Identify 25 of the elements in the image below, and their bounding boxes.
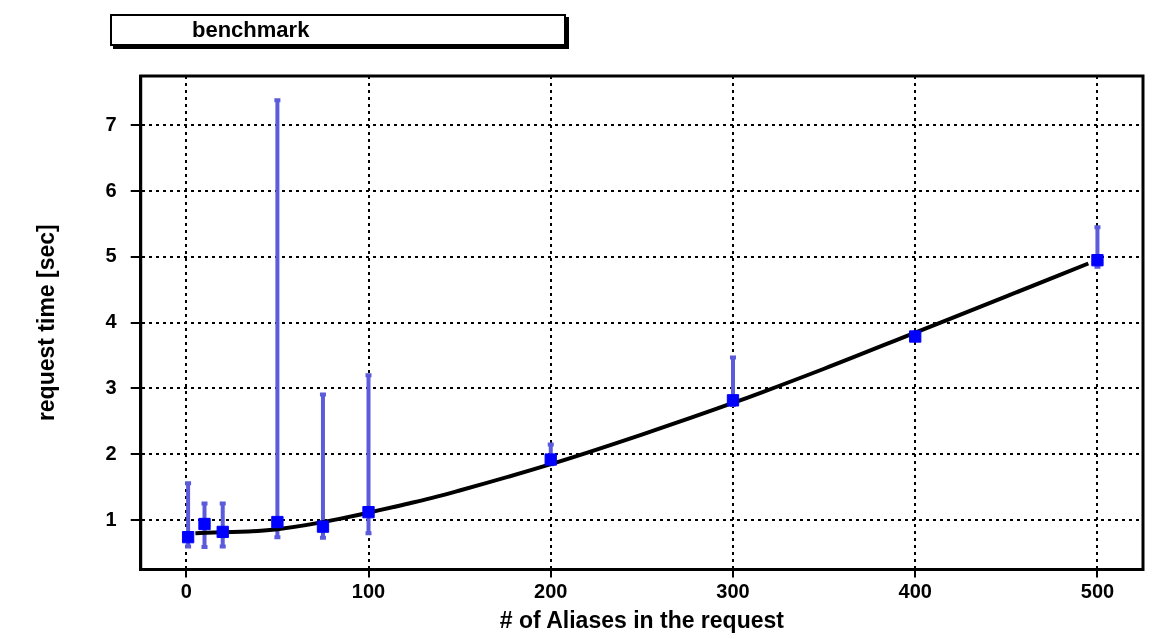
point [544, 453, 557, 466]
x-tick-label: 400 [898, 579, 932, 602]
point [198, 517, 211, 531]
point [726, 394, 740, 407]
x-tick-label: 500 [1080, 579, 1115, 602]
x-tick-label: 200 [534, 579, 568, 602]
point [1091, 254, 1104, 267]
y-tick-label: 3 [105, 376, 117, 398]
point [271, 515, 284, 529]
point [216, 525, 229, 539]
y-tick-label: 7 [105, 112, 117, 135]
x-tick-label: 0 [180, 579, 192, 602]
x-tick-label: 100 [351, 579, 386, 602]
y-tick-label: 1 [105, 507, 117, 530]
point [316, 520, 330, 533]
y-axis-title: request time [sec] [33, 224, 60, 422]
chart-title: benchmark [110, 14, 566, 46]
x-axis-title: # of Aliases in the request [499, 606, 785, 633]
y-tick-label: 2 [105, 441, 117, 464]
point [181, 531, 195, 544]
y-tick-label: 5 [105, 244, 117, 267]
x-tick-label: 300 [716, 579, 750, 602]
y-tick-label: 4 [105, 310, 118, 333]
point [362, 506, 375, 519]
y-tick-label: 6 [105, 178, 117, 201]
